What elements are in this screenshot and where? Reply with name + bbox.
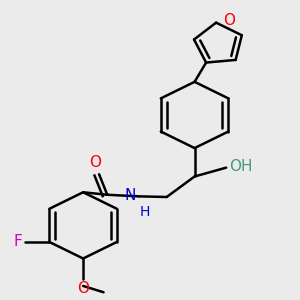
Text: O: O [89,154,101,169]
Text: OH: OH [229,159,253,174]
Text: F: F [14,234,22,249]
Text: O: O [77,280,89,296]
Text: O: O [223,13,235,28]
Text: H: H [140,205,150,219]
Text: N: N [124,188,136,203]
